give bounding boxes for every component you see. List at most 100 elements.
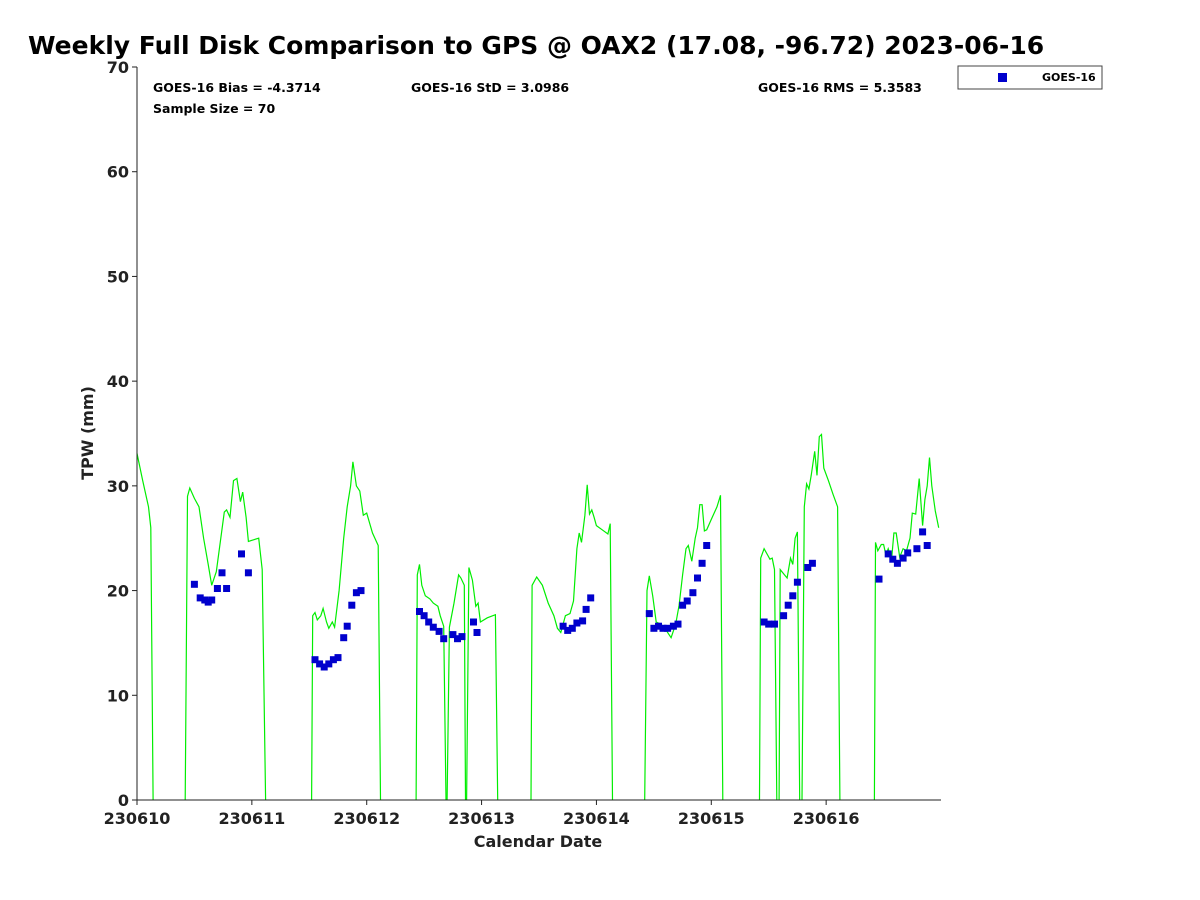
goes16-data-point — [311, 656, 319, 664]
x-axis-ticks: 230610 230611 230612 230613 230614 230615 2306… — [104, 800, 860, 828]
legend: GOES-16 — [957, 65, 1103, 90]
goes16-data-point — [804, 564, 812, 571]
goes16-data-point — [913, 545, 921, 553]
stat-sample-size: Sample Size = 70 — [153, 101, 275, 116]
y-axis-ticks: 0 10 20 30 40 50 60 70 — [107, 58, 137, 810]
goes16-data-point — [645, 610, 653, 618]
goes16-data-point — [875, 575, 883, 583]
x-tick-label: 230612 — [333, 809, 400, 828]
goes16-data-point — [669, 622, 677, 630]
goes16-data-point — [429, 623, 437, 631]
goes16-data-point — [904, 549, 912, 557]
goes16-data-point — [425, 618, 433, 626]
goes16-data-point — [784, 601, 792, 609]
goes16-data-point — [771, 620, 778, 628]
stat-bias: GOES-16 Bias = -4.3714 — [153, 80, 321, 95]
goes16-data-point — [316, 660, 324, 668]
goes16-data-point — [190, 580, 198, 588]
goes16-data-point — [579, 617, 587, 625]
goes16-data-point — [329, 656, 337, 664]
goes16-data-point — [357, 587, 365, 595]
legend-box — [957, 65, 1103, 90]
goes16-point-group — [190, 528, 931, 671]
x-axis-label: Calendar Date — [474, 832, 603, 851]
gps-line-segment — [530, 484, 614, 801]
gps-line-segment — [801, 433, 841, 801]
x-tick-label: 230613 — [448, 809, 515, 828]
chart-title: Weekly Full Disk Comparison to GPS @ OAX… — [28, 31, 1044, 60]
goes16-data-point — [893, 559, 901, 567]
gps-line-segment — [136, 453, 154, 801]
goes16-data-point — [420, 612, 428, 620]
goes16-data-point — [884, 550, 892, 558]
goes16-data-point — [923, 542, 931, 549]
gps-line-segment — [415, 564, 447, 801]
goes16-data-point — [440, 635, 448, 643]
goes16-data-point — [454, 635, 461, 643]
gps-line-segment — [311, 461, 382, 801]
goes16-data-point — [919, 528, 927, 536]
goes16-data-point — [698, 559, 706, 567]
stat-std: GOES-16 StD = 3.0986 — [411, 80, 569, 95]
gps-line-segment — [873, 457, 940, 801]
goes16-data-point — [458, 633, 466, 641]
y-tick-label: 70 — [107, 58, 129, 77]
gps-line-segment — [184, 477, 267, 801]
legend-label-goes16: GOES-16 — [1042, 71, 1096, 84]
goes16-data-point — [650, 624, 658, 632]
y-tick-label: 20 — [107, 582, 129, 601]
goes16-data-point — [352, 589, 360, 597]
y-tick-label: 10 — [107, 686, 129, 705]
goes16-data-point — [679, 601, 687, 609]
axes-frame — [137, 67, 941, 800]
goes16-data-point — [703, 542, 711, 549]
goes16-data-point — [196, 594, 204, 602]
goes16-data-point — [334, 654, 342, 662]
goes16-data-point — [348, 601, 356, 609]
goes16-data-point — [449, 631, 457, 639]
gps-line-group — [136, 433, 940, 801]
goes16-data-point — [340, 634, 348, 642]
goes16-data-point — [244, 569, 252, 577]
goes16-data-point — [689, 589, 697, 597]
goes16-data-point — [223, 585, 231, 592]
goes16-data-point — [760, 618, 768, 626]
goes16-data-point — [435, 627, 443, 635]
gps-line-segment — [644, 495, 724, 801]
goes16-data-point — [325, 660, 333, 668]
goes16-data-point — [659, 624, 667, 632]
goes16-data-point — [889, 555, 897, 563]
legend-marker-goes16 — [998, 73, 1007, 82]
goes16-data-point — [683, 597, 691, 605]
goes16-data-point — [899, 554, 907, 562]
goes16-data-point — [573, 619, 581, 627]
y-axis-label: TPW (mm) — [78, 386, 97, 480]
goes16-data-point — [694, 574, 701, 582]
y-tick-label: 60 — [107, 163, 129, 182]
goes16-data-point — [655, 622, 662, 630]
y-tick-label: 50 — [107, 267, 129, 286]
x-tick-label: 230614 — [563, 809, 630, 828]
y-tick-label: 30 — [107, 477, 129, 496]
goes16-data-point — [582, 605, 590, 613]
goes16-data-point — [765, 620, 773, 628]
goes16-data-point — [587, 594, 595, 602]
goes16-data-point — [238, 550, 245, 558]
gps-line-segment — [758, 547, 778, 801]
goes16-data-point — [320, 663, 328, 671]
gps-line-segment — [446, 573, 467, 801]
goes16-data-point — [568, 624, 576, 632]
goes16-data-point — [416, 608, 423, 615]
gps-line-segment — [466, 567, 499, 801]
goes16-data-point — [564, 626, 572, 634]
goes16-data-point — [473, 629, 481, 636]
y-tick-label: 40 — [107, 372, 129, 391]
goes16-data-point — [789, 592, 797, 600]
goes16-data-point — [793, 578, 801, 586]
goes16-data-point — [343, 622, 351, 630]
stat-rms: GOES-16 RMS = 5.3583 — [758, 80, 922, 95]
goes16-data-point — [808, 559, 816, 567]
goes16-data-point — [674, 620, 682, 628]
goes16-data-point — [218, 569, 226, 577]
